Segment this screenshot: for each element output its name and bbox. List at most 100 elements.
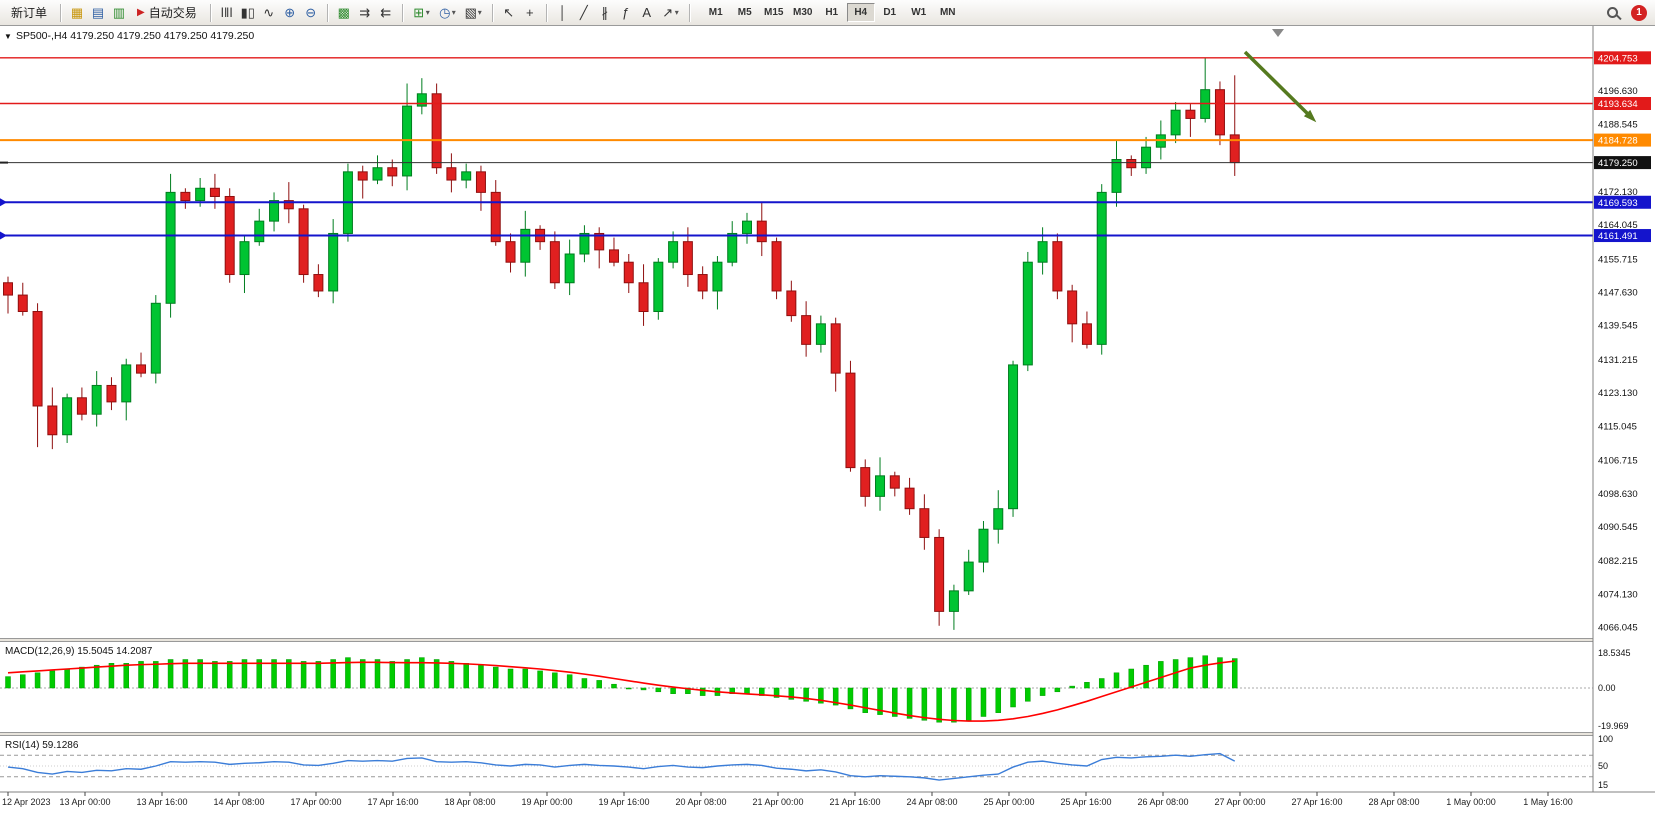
chart-title: ▼ SP500-,H4 4179.250 4179.250 4179.250 41… [4, 30, 254, 42]
price-chart[interactable]: ▼ SP500-,H4 4179.250 4179.250 4179.250 41… [0, 26, 1655, 828]
macd-histogram-bar [153, 661, 159, 689]
crosshair-icon[interactable]: + [525, 5, 534, 20]
periods-icon[interactable]: ◷ [439, 4, 451, 20]
panel-separator[interactable] [0, 638, 1655, 642]
price-axis-label: 4115.045 [1598, 421, 1637, 432]
candle [712, 261, 723, 292]
candle [919, 508, 930, 538]
channel-icon[interactable]: ∦ [601, 4, 608, 20]
candlestick-chart-icon[interactable]: ▮▯ [240, 4, 255, 20]
price-badge [1594, 195, 1651, 209]
candle [1170, 109, 1181, 136]
time-axis-label: 27 Apr 00:00 [1214, 797, 1265, 807]
trendline-icon[interactable]: ╱ [579, 4, 588, 20]
templates-icon[interactable]: ▧ [464, 4, 477, 20]
text-tool-icon[interactable]: A [642, 5, 652, 20]
terminal-icon[interactable]: ▥ [112, 4, 126, 20]
panel-separator[interactable] [0, 732, 1655, 736]
periods-dropdown-caret[interactable]: ▾ [451, 8, 456, 17]
candle [1229, 134, 1240, 164]
toolbar-separator [545, 3, 547, 22]
macd-histogram-bar [965, 687, 972, 721]
macd-histogram-bar [433, 659, 440, 689]
toolbar-separator [688, 3, 690, 22]
autotrade-button[interactable]: ▶ 自动交易 [130, 1, 204, 24]
price-axis-label: 4164.045 [1598, 220, 1638, 231]
market-watch-icon[interactable]: ▦ [70, 4, 84, 20]
macd-histogram-bar [300, 661, 307, 689]
time-axis[interactable]: 12 Apr 2023 13 Apr 00:00 13 Apr 16:00 14 Ap… [0, 791, 1655, 807]
templates-dropdown-caret[interactable]: ▾ [477, 8, 482, 17]
arrows-dropdown-caret[interactable]: ▾ [674, 8, 679, 17]
timeframe-mn-button[interactable]: MN [934, 3, 962, 22]
macd-histogram-bar [1128, 668, 1135, 689]
price-axis-label: 4123.130 [1598, 388, 1638, 399]
candle [91, 384, 102, 415]
macd-histogram-bar [906, 687, 913, 719]
candle [475, 171, 486, 193]
macd-signal-line [7, 660, 1235, 722]
macd-histogram-bar [34, 672, 41, 689]
time-axis-label: 17 Apr 00:00 [290, 797, 341, 807]
chart-shift-marker[interactable] [1272, 29, 1284, 37]
candle [239, 241, 250, 276]
chart-shift-icon[interactable]: ⇇ [380, 4, 392, 20]
indicators-icon[interactable]: ⊞ [413, 4, 425, 20]
time-axis-label: 18 Apr 08:00 [444, 797, 495, 807]
candle [1126, 159, 1137, 169]
macd-histogram-bar [626, 687, 632, 690]
candle [948, 590, 959, 612]
candle [150, 302, 161, 374]
macd-histogram-bar [655, 687, 662, 693]
arrows-tool-icon[interactable]: ↗ [662, 4, 674, 20]
timeframe-h4-button[interactable]: H4 [846, 3, 875, 22]
macd-histogram-bar [995, 687, 1002, 713]
candle [165, 191, 176, 304]
notification-badge[interactable]: 1 [1631, 4, 1647, 21]
time-axis-label: 21 Apr 00:00 [752, 797, 803, 807]
fibonacci-icon[interactable]: ƒ [622, 5, 630, 20]
timeframe-m5-button[interactable]: M5 [731, 3, 759, 22]
timeframe-m15-button[interactable]: M15 [760, 3, 788, 22]
rsi-label: RSI(14) 59.1286 [5, 740, 79, 751]
price-axis-label: 4074.130 [1598, 589, 1638, 600]
candle [328, 232, 339, 292]
auto-scroll-icon[interactable]: ⇉ [359, 4, 371, 20]
macd-histogram-bar [492, 666, 499, 689]
candle [490, 191, 501, 243]
price-badge [1594, 51, 1651, 65]
tile-windows-icon[interactable]: ▩ [337, 4, 350, 20]
chart-menu-icon[interactable]: ▼ [4, 32, 12, 41]
vertical-line-icon[interactable]: │ [558, 5, 567, 20]
candle [1141, 146, 1152, 169]
timeframe-m30-button[interactable]: M30 [789, 3, 817, 22]
indicators-dropdown-caret[interactable]: ▾ [425, 8, 430, 17]
price-axis[interactable]: 4196.630 4188.545 4172.130 4164.045 4155.715… [1592, 26, 1655, 792]
candle [1022, 261, 1033, 366]
timeframe-d1-button[interactable]: D1 [876, 3, 904, 22]
time-axis-label: 13 Apr 16:00 [136, 797, 187, 807]
timeframe-w1-button[interactable]: W1 [905, 3, 933, 22]
macd-axis-label: 18.5345 [1598, 648, 1631, 658]
timeframe-m1-button[interactable]: M1 [702, 3, 730, 22]
rsi-panel: RSI(14) 59.1286 [0, 740, 1593, 781]
macd-histogram-bar [832, 687, 839, 706]
zoom-in-icon[interactable]: ⊕ [284, 4, 296, 20]
navigator-icon[interactable]: ▤ [91, 4, 105, 20]
search-icon[interactable] [1607, 7, 1618, 18]
macd-histogram-bar [818, 687, 824, 704]
candle [32, 311, 43, 407]
candle [579, 232, 590, 255]
annotation-arrow[interactable] [1243, 50, 1317, 123]
new-order-button[interactable]: 新订单 [4, 1, 54, 24]
line-chart-icon[interactable]: ∿ [263, 4, 275, 20]
candle [431, 93, 442, 169]
timeframe-h1-button[interactable]: H1 [818, 3, 846, 22]
bar-chart-icon[interactable]: ǀǁǀ [220, 5, 233, 20]
candle [1111, 159, 1122, 193]
price-badge [1594, 156, 1651, 170]
time-axis-label: 1 May 00:00 [1446, 797, 1496, 807]
macd-histogram-bar [537, 670, 543, 689]
zoom-out-icon[interactable]: ⊖ [305, 4, 317, 20]
cursor-icon[interactable]: ↖ [503, 4, 515, 20]
